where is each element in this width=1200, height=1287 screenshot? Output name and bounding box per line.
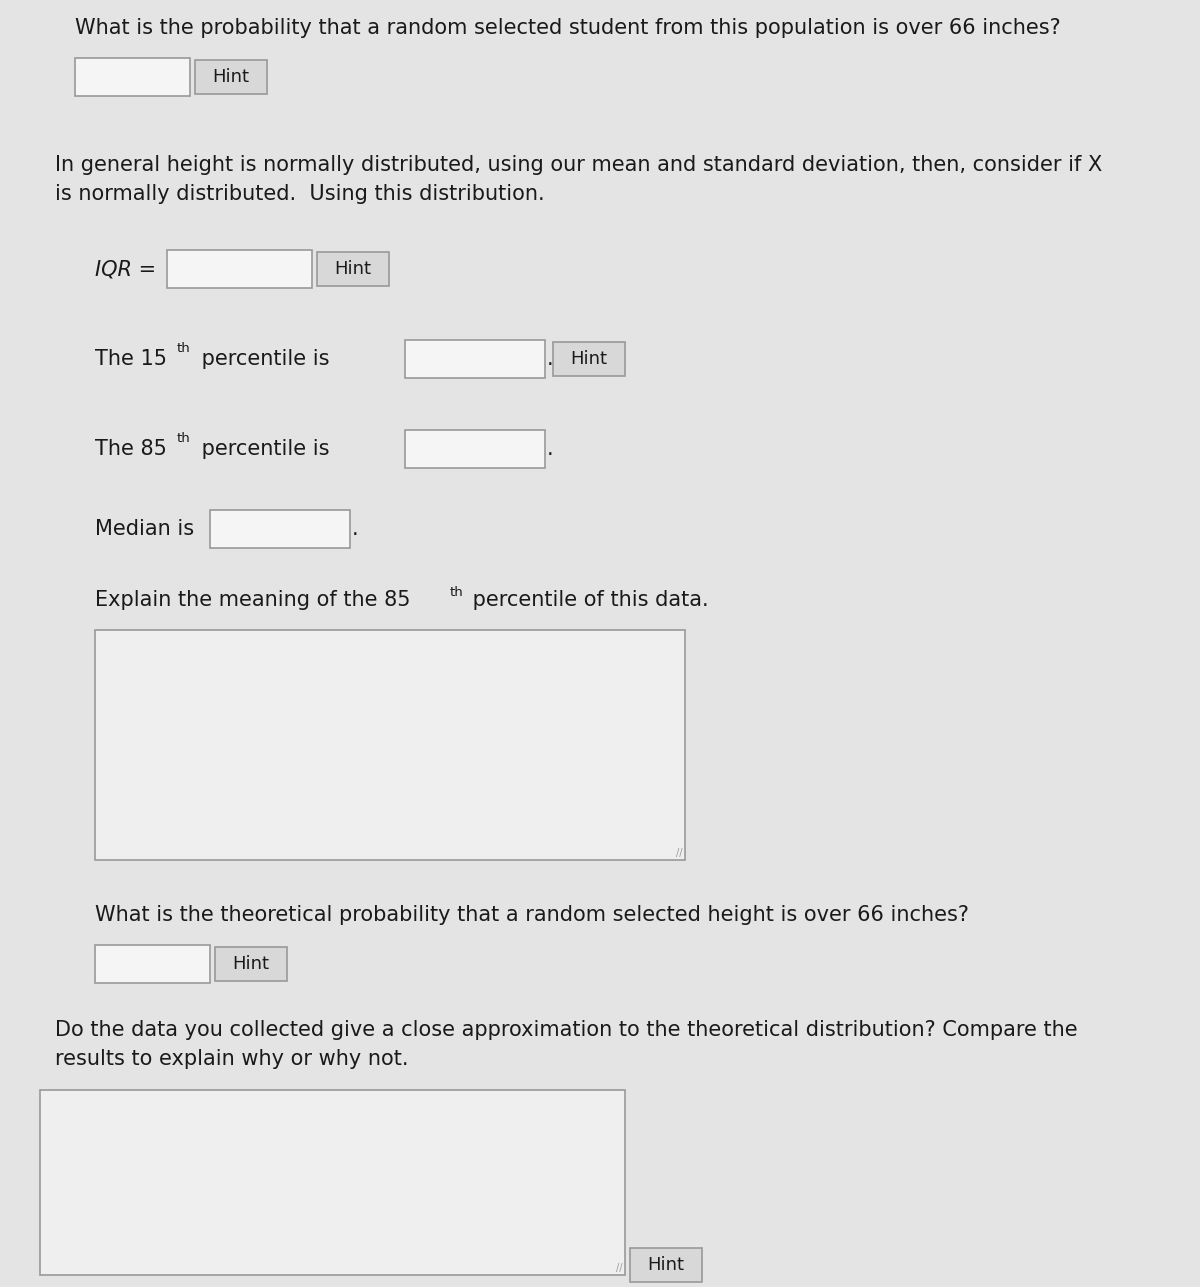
Text: percentile is: percentile is — [194, 439, 330, 459]
Text: //: // — [617, 1263, 623, 1273]
Bar — [630, 1248, 702, 1282]
Bar — [74, 58, 190, 97]
Text: //: // — [677, 848, 683, 858]
Text: Hint: Hint — [233, 955, 270, 973]
Text: percentile is: percentile is — [194, 349, 330, 369]
Text: IQR =: IQR = — [95, 259, 156, 279]
Text: Hint: Hint — [648, 1256, 684, 1274]
Bar — [194, 60, 266, 94]
Text: What is the probability that a random selected student from this population is o: What is the probability that a random se… — [74, 18, 1061, 39]
Bar — [317, 252, 389, 286]
Text: Median is: Median is — [95, 519, 194, 539]
Text: percentile of this data.: percentile of this data. — [466, 589, 709, 610]
Bar — [406, 430, 545, 468]
Text: What is the theoretical probability that a random selected height is over 66 inc: What is the theoretical probability that… — [95, 905, 970, 925]
Bar — [210, 510, 350, 548]
Text: th: th — [450, 586, 463, 598]
Text: .: . — [547, 439, 553, 459]
Bar — [406, 340, 545, 378]
Text: .: . — [352, 519, 359, 539]
Text: In general height is normally distributed, using our mean and standard deviation: In general height is normally distribute… — [55, 154, 1103, 203]
Text: Hint: Hint — [335, 260, 372, 278]
Bar — [95, 945, 210, 983]
Text: Hint: Hint — [212, 68, 250, 86]
Bar — [167, 250, 312, 288]
Text: The 15: The 15 — [95, 349, 167, 369]
Bar — [215, 947, 287, 981]
Bar — [553, 342, 625, 376]
Text: Explain the meaning of the 85: Explain the meaning of the 85 — [95, 589, 410, 610]
Text: .: . — [547, 349, 553, 369]
Text: Do the data you collected give a close approximation to the theoretical distribu: Do the data you collected give a close a… — [55, 1021, 1078, 1068]
Bar — [95, 631, 685, 860]
Bar — [40, 1090, 625, 1275]
Text: th: th — [178, 432, 191, 445]
Text: The 85: The 85 — [95, 439, 167, 459]
Text: Hint: Hint — [570, 350, 607, 368]
Text: th: th — [178, 342, 191, 355]
